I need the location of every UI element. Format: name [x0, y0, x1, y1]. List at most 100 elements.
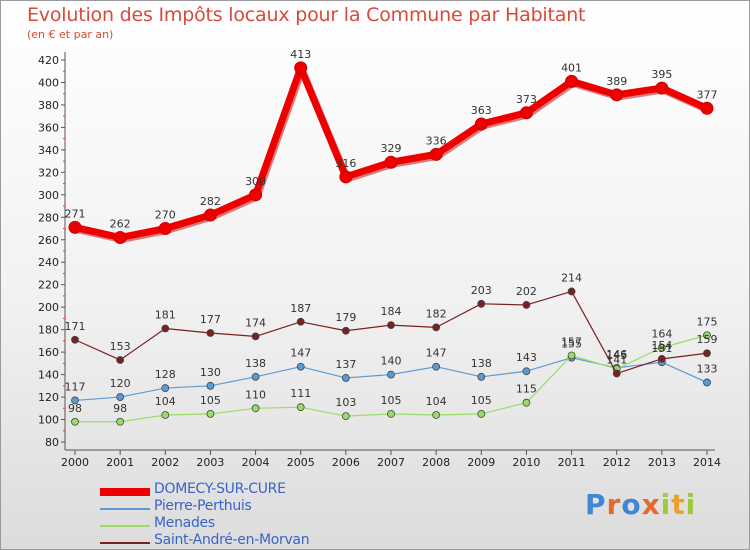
- data-label: 316: [335, 157, 356, 170]
- data-label: 147: [290, 347, 311, 360]
- legend-label: DOMECY-SUR-CURE: [154, 481, 286, 497]
- x-tick-label: 2006: [332, 456, 360, 469]
- data-label: 182: [426, 307, 447, 320]
- data-label: 187: [290, 302, 311, 315]
- data-label: 270: [155, 209, 176, 222]
- x-tick-label: 2012: [603, 456, 631, 469]
- data-label: 363: [471, 104, 492, 117]
- y-tick-label: 340: [38, 144, 59, 157]
- data-point: [610, 88, 624, 102]
- data-point: [158, 222, 172, 236]
- data-point: [429, 147, 443, 161]
- data-label: 147: [426, 347, 447, 360]
- data-label: 105: [200, 394, 221, 407]
- y-tick-label: 240: [38, 256, 59, 269]
- data-point: [296, 403, 305, 412]
- data-point: [384, 155, 398, 169]
- data-label: 138: [471, 357, 492, 370]
- data-point: [161, 384, 170, 392]
- data-label: 151: [651, 342, 672, 355]
- data-label: 104: [426, 395, 447, 408]
- data-label: 130: [200, 366, 221, 379]
- data-label: 175: [697, 315, 718, 328]
- x-tick-label: 2004: [242, 456, 270, 469]
- data-label: 103: [335, 396, 356, 409]
- data-point: [519, 106, 533, 120]
- data-label: 98: [113, 402, 127, 415]
- data-point: [565, 74, 579, 88]
- data-point: [296, 362, 305, 371]
- data-point: [477, 372, 486, 381]
- data-point: [161, 324, 170, 333]
- data-point: [71, 335, 79, 344]
- data-label: 336: [426, 134, 447, 147]
- data-point: [703, 349, 711, 358]
- data-label: 282: [200, 195, 221, 208]
- data-label: 105: [471, 394, 492, 407]
- y-tick-label: 100: [38, 414, 59, 427]
- data-label: 373: [516, 93, 537, 106]
- x-tick-label: 2001: [106, 456, 134, 469]
- data-label: 413: [290, 48, 311, 61]
- data-label: 184: [381, 305, 402, 318]
- data-point: [249, 188, 263, 202]
- chart-subtitle: (en € et par an): [27, 28, 114, 41]
- y-tick-label: 320: [38, 166, 59, 179]
- legend-swatch: [100, 488, 150, 496]
- data-label: 300: [245, 175, 266, 188]
- data-point: [387, 410, 395, 418]
- data-point: [341, 374, 350, 382]
- y-tick-label: 140: [38, 369, 59, 382]
- data-point: [703, 331, 711, 340]
- data-point: [432, 362, 441, 371]
- data-point: [251, 372, 260, 381]
- data-label: 120: [110, 377, 131, 390]
- data-label: 98: [68, 402, 82, 415]
- y-tick-label: 180: [38, 324, 59, 337]
- data-point: [612, 369, 621, 378]
- data-point: [116, 417, 125, 426]
- data-label: 171: [65, 320, 86, 333]
- legend-swatch: [100, 525, 150, 527]
- x-tick-label: 2003: [196, 456, 224, 469]
- data-label: 181: [155, 309, 176, 322]
- data-point: [341, 326, 350, 335]
- data-label: 154: [651, 339, 672, 352]
- data-point: [387, 321, 395, 330]
- data-point: [116, 393, 125, 401]
- data-point: [432, 411, 441, 419]
- data-label: 153: [110, 340, 131, 353]
- data-label: 143: [516, 351, 537, 364]
- y-tick-label: 360: [38, 121, 59, 134]
- data-point: [251, 404, 260, 413]
- data-point: [657, 354, 666, 363]
- data-label: 115: [516, 383, 537, 396]
- proxiti-logo: Proxiti: [585, 488, 697, 521]
- data-point: [522, 367, 531, 376]
- y-tick-label: 380: [38, 99, 59, 112]
- data-label: 377: [697, 88, 718, 101]
- chart-title: Evolution des Impôts locaux pour la Comm…: [27, 4, 586, 26]
- data-point: [700, 101, 714, 115]
- data-label: 146: [606, 348, 627, 361]
- x-tick-label: 2009: [467, 456, 495, 469]
- data-point: [251, 332, 260, 341]
- data-label: 141: [606, 353, 627, 366]
- legend-label: Pierre-Perthuis: [154, 498, 252, 514]
- y-tick-label: 160: [38, 346, 59, 359]
- x-tick-label: 2000: [61, 456, 89, 469]
- data-point: [655, 81, 669, 95]
- y-tick-label: 120: [38, 391, 59, 404]
- legend-label: Menades: [154, 515, 215, 531]
- data-label: 203: [471, 284, 492, 297]
- data-point: [567, 351, 576, 360]
- data-label: 214: [561, 271, 582, 284]
- data-point: [206, 329, 215, 337]
- data-label: 155: [561, 338, 582, 351]
- data-point: [113, 231, 127, 245]
- x-tick-label: 2002: [151, 456, 179, 469]
- data-point: [296, 317, 305, 326]
- data-point: [387, 370, 395, 379]
- legend-swatch: [100, 542, 150, 544]
- data-label: 111: [290, 387, 311, 400]
